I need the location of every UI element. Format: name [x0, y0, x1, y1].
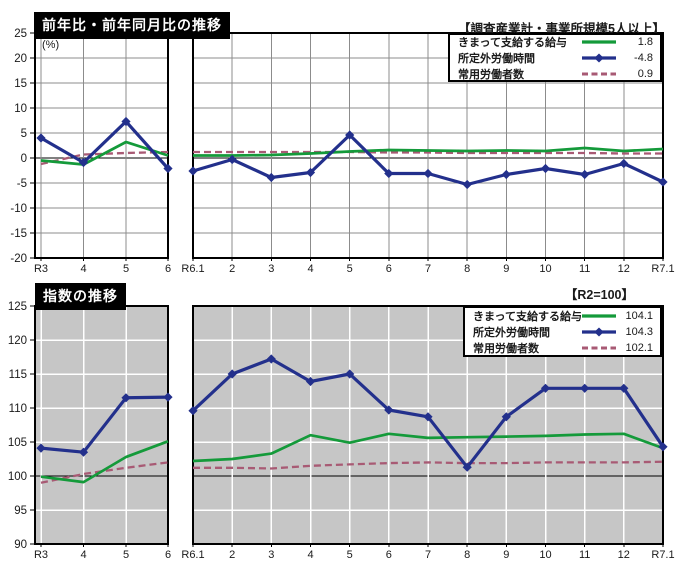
svg-text:3: 3 [268, 549, 274, 561]
green-line-sample-icon [581, 311, 617, 321]
index-legend-header: 【R2=100】 [564, 288, 634, 302]
legend-series-value: 0.9 [637, 67, 653, 80]
svg-text:15: 15 [14, 78, 27, 90]
svg-text:R6.1: R6.1 [181, 549, 204, 561]
svg-text:90: 90 [14, 539, 27, 551]
legend-series-value: 104.1 [625, 309, 653, 322]
index-chart-title: 指数の推移 [35, 283, 126, 310]
svg-text:R3: R3 [34, 549, 48, 561]
svg-text:8: 8 [464, 549, 470, 561]
index-yearly-panel: 125 120 115 110 105 100 95 90 R3 4 5 6 [8, 301, 173, 561]
legend-row: きまって支給する給与 104.1 [465, 308, 660, 324]
svg-text:20: 20 [14, 53, 27, 65]
svg-text:5: 5 [123, 549, 129, 561]
legend-row: 常用労働者数 0.9 [450, 66, 660, 82]
svg-text:12: 12 [618, 549, 630, 561]
svg-text:R3: R3 [34, 263, 48, 275]
svg-text:100: 100 [8, 471, 27, 483]
svg-text:-10: -10 [10, 203, 27, 215]
legend-series-label: 所定外労働時間 [458, 52, 535, 65]
svg-text:3: 3 [268, 263, 274, 275]
svg-text:-15: -15 [10, 228, 27, 240]
svg-text:5: 5 [21, 128, 27, 140]
svg-text:7: 7 [425, 549, 431, 561]
legend-row: 常用労働者数 102.1 [465, 340, 660, 356]
yoy-chart-title: 前年比・前年同月比の推移 [34, 12, 230, 39]
svg-text:11: 11 [579, 263, 590, 275]
svg-text:125: 125 [8, 301, 27, 313]
legend-row: きまって支給する給与 1.8 [450, 34, 660, 50]
legend-series-value: -4.8 [634, 51, 653, 64]
svg-text:8: 8 [464, 263, 470, 275]
svg-text:4: 4 [80, 263, 86, 275]
yoy-legend-header: 【調査産業計・事業所規模5人以上】 [458, 22, 665, 36]
svg-text:9: 9 [503, 549, 509, 561]
svg-text:115: 115 [9, 369, 27, 381]
svg-text:110: 110 [9, 403, 27, 415]
svg-text:7: 7 [425, 263, 431, 275]
svg-text:120: 120 [8, 335, 27, 347]
svg-text:0: 0 [21, 153, 27, 165]
index-legend-box: きまって支給する給与 104.1 所定外労働時間 104.3 常用労働者数 10… [463, 306, 662, 357]
svg-text:10: 10 [539, 549, 551, 561]
svg-text:10: 10 [14, 103, 27, 115]
legend-row: 所定外労働時間 104.3 [465, 324, 660, 340]
svg-text:4: 4 [307, 549, 313, 561]
svg-text:2: 2 [229, 549, 235, 561]
svg-text:-5: -5 [17, 178, 27, 190]
svg-text:R6.1: R6.1 [181, 263, 204, 275]
legend-series-label: 常用労働者数 [458, 68, 524, 81]
legend-row: 所定外労働時間 -4.8 [450, 50, 660, 66]
legend-series-label: きまって支給する給与 [458, 36, 568, 49]
svg-text:5: 5 [347, 549, 353, 561]
yoy-yearly-panel: 25 20 15 10 5 0 -5 -10 -15 -20 R3 4 5 6 [10, 28, 173, 275]
legend-series-label: 所定外労働時間 [473, 326, 550, 339]
pink-dashed-line-sample-icon [581, 343, 617, 353]
svg-text:4: 4 [307, 263, 313, 275]
svg-text:9: 9 [503, 263, 509, 275]
svg-text:5: 5 [347, 263, 353, 275]
svg-text:4: 4 [80, 549, 86, 561]
svg-text:6: 6 [386, 549, 392, 561]
svg-text:11: 11 [579, 549, 590, 561]
blue-diamond-line-sample-icon [581, 327, 617, 337]
svg-text:105: 105 [8, 437, 27, 449]
svg-text:R7.1: R7.1 [651, 549, 674, 561]
svg-text:6: 6 [165, 549, 171, 561]
svg-text:5: 5 [123, 263, 129, 275]
legend-series-value: 1.8 [637, 35, 653, 48]
legend-series-label: きまって支給する給与 [473, 310, 581, 323]
legend-series-label: 常用労働者数 [473, 342, 539, 355]
svg-text:25: 25 [14, 28, 27, 40]
legend-series-value: 104.3 [625, 325, 653, 338]
pink-dashed-line-sample-icon [581, 69, 617, 79]
svg-text:-20: -20 [10, 253, 27, 265]
svg-text:95: 95 [14, 505, 27, 517]
yoy-unit-label: (%) [42, 39, 60, 51]
svg-text:R7.1: R7.1 [651, 263, 674, 275]
svg-text:12: 12 [618, 263, 630, 275]
svg-text:6: 6 [165, 263, 171, 275]
blue-diamond-line-sample-icon [581, 53, 617, 63]
svg-text:6: 6 [386, 263, 392, 275]
svg-text:10: 10 [539, 263, 551, 275]
yoy-legend-box: きまって支給する給与 1.8 所定外労働時間 -4.8 常用労働者数 0.9 [448, 33, 662, 82]
green-line-sample-icon [581, 37, 617, 47]
svg-text:2: 2 [229, 263, 235, 275]
legend-series-value: 102.1 [625, 341, 653, 354]
